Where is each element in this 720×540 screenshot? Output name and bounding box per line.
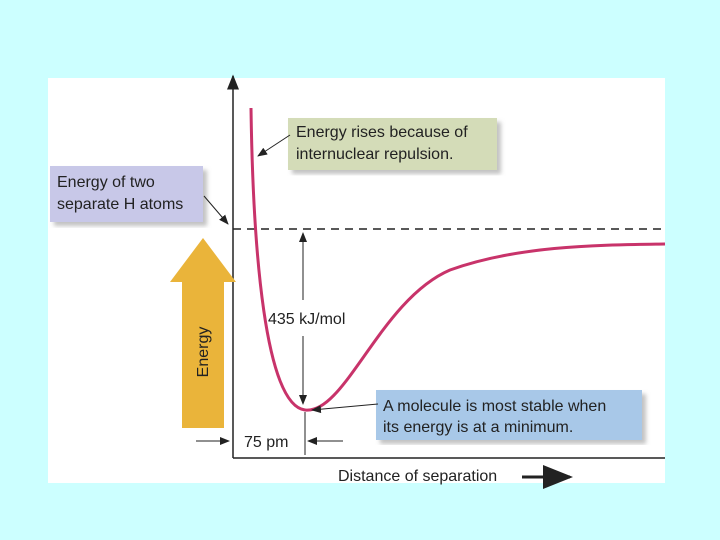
energy-arrow (170, 238, 236, 428)
callout-arrow (203, 195, 229, 225)
energy-curve (249, 107, 666, 412)
bond-energy-label: 435 kJ/mol (268, 311, 345, 328)
y-axis-label: Energy (195, 327, 212, 378)
repulsion-text: internuclear repulsion. (296, 146, 453, 163)
repulsion-text: Energy rises because of (296, 124, 468, 141)
callout-arrow (257, 134, 291, 157)
minimum-text: its energy is at a minimum. (383, 419, 573, 436)
callout-arrow (311, 403, 379, 414)
minimum-box (376, 390, 642, 440)
separate-atoms-text: Energy of two (57, 174, 155, 191)
x-axis-label: Distance of separation (338, 468, 497, 485)
separate-atoms-text: separate H atoms (57, 196, 183, 213)
separate-atoms-box (50, 166, 203, 222)
repulsion-box (288, 118, 497, 170)
bond-length-label: 75 pm (244, 434, 288, 451)
minimum-text: A molecule is most stable when (383, 398, 606, 415)
